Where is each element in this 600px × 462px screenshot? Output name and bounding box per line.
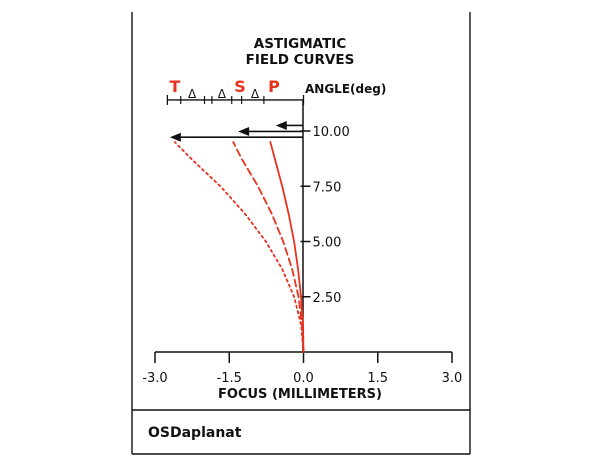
x-tick-label-2: 0.0 <box>293 371 314 386</box>
y-tick-label-3: 10.00 <box>313 125 350 140</box>
x-axis-label: FOCUS (MILLIMETERS) <box>218 387 382 402</box>
x-tick-label-1: -1.5 <box>217 371 242 386</box>
y-tick-label-0: 2.50 <box>313 291 342 306</box>
x-tick-label-3: 1.5 <box>367 371 388 386</box>
y-tick-label-1: 5.00 <box>313 236 342 251</box>
focus-arrows <box>169 120 304 142</box>
delta-marker-1: Δ <box>218 87 227 101</box>
chart-title-line-2: FIELD CURVES <box>246 52 355 68</box>
chart-title-line-1: ASTIGMATIC <box>254 36 347 52</box>
arrow-head-0 <box>169 132 181 142</box>
frame <box>131 12 471 455</box>
delta-marker-2: Δ <box>251 87 260 101</box>
y-tick-labels: 2.50 5.00 7.50 10.00 <box>313 125 350 306</box>
curve-t <box>173 141 305 353</box>
x-ticks <box>154 352 453 363</box>
y-tick-label-2: 7.50 <box>313 180 342 195</box>
x-tick-label-4: 3.0 <box>442 371 463 386</box>
x-tick-labels: -3.0 -1.5 0.0 1.5 3.0 <box>142 371 462 386</box>
lens-name: OSDaplanat <box>148 425 242 441</box>
y-axis-label: ANGLE(deg) <box>305 82 386 96</box>
series-label-t: T <box>170 77 181 96</box>
arrow-head-1 <box>238 126 250 136</box>
curve-s <box>232 141 305 353</box>
curve-p <box>269 141 305 353</box>
series-label-p: P <box>268 77 280 96</box>
field-curves <box>173 141 305 353</box>
delta-marker-0: Δ <box>188 87 197 101</box>
series-label-s: S <box>234 77 246 96</box>
x-tick-label-0: -3.0 <box>142 371 167 386</box>
y-ticks <box>300 130 311 298</box>
arrow-head-2 <box>275 120 287 130</box>
